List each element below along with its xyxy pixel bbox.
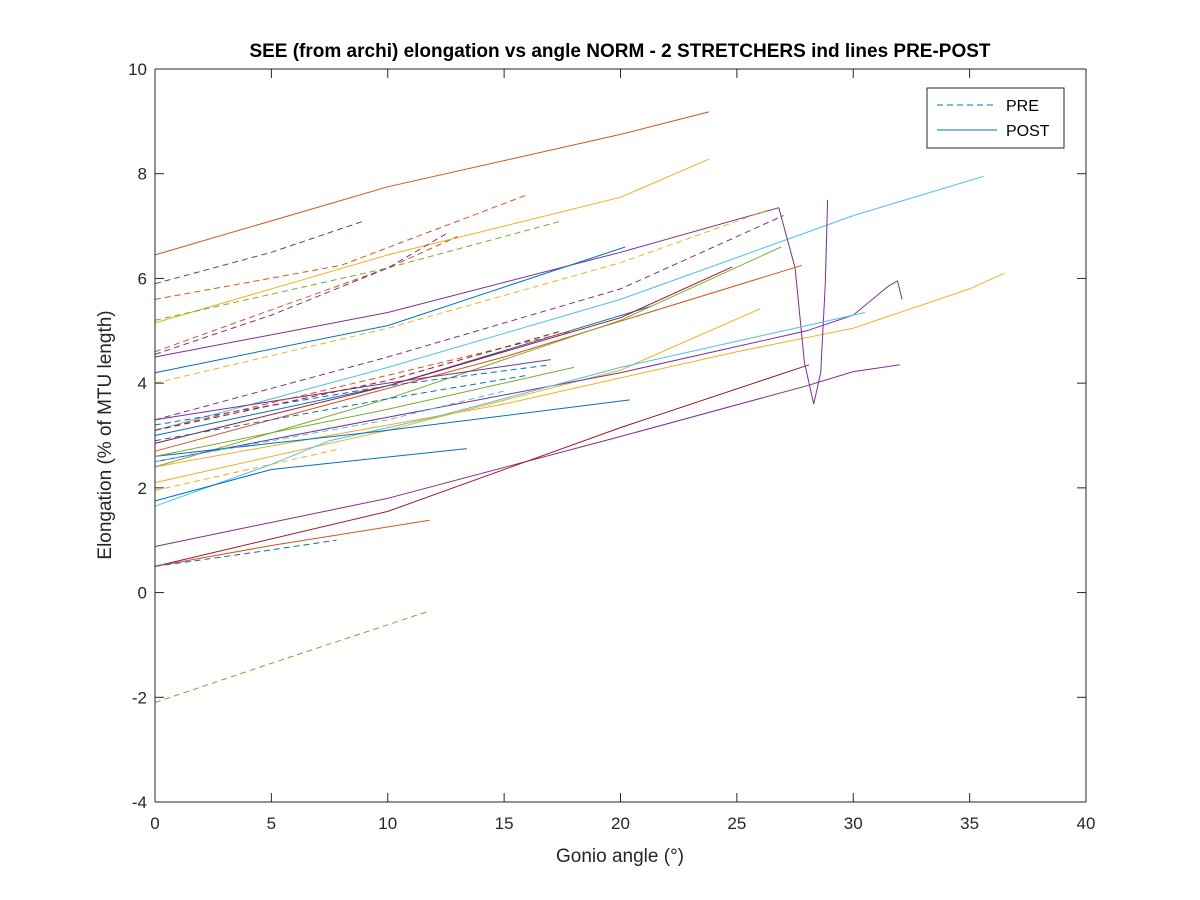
series-line-17-post (154, 364, 810, 567)
plot-area (155, 69, 1086, 802)
series-line-13-post (154, 312, 866, 507)
y-tick-label: 8 (138, 165, 147, 184)
x-tick-label: 40 (1077, 814, 1096, 833)
y-tick-label: -4 (132, 793, 147, 812)
y-axis-label: Elongation (% of MTU length) (95, 310, 116, 559)
series-line-34-pre (154, 539, 337, 567)
series-line-18-post (154, 519, 430, 567)
y-tick-label: 2 (138, 479, 147, 498)
series-line-8-post (154, 266, 733, 444)
legend: PRE POST (926, 87, 1065, 149)
series-line-33-pre (154, 448, 342, 491)
y-tick-label: 0 (138, 584, 147, 603)
series-line-11-post (154, 308, 761, 484)
series-line-16-post (154, 364, 900, 547)
series-layer (154, 111, 1005, 703)
series-line-30-pre (154, 374, 528, 442)
series-line-15-post (154, 399, 630, 457)
x-tick-label: 25 (727, 814, 746, 833)
series-line-14-post (154, 448, 467, 502)
series-line-28-pre (154, 364, 551, 426)
x-tick-label: 5 (267, 814, 276, 833)
series-line-27-pre (154, 215, 784, 421)
x-tick-label: 15 (495, 814, 514, 833)
y-tick-label: -2 (132, 688, 147, 707)
series-line-9-post (154, 264, 803, 452)
x-axis-label: Gonio angle (°) (556, 846, 684, 867)
series-line-12-post (154, 280, 903, 463)
series-line-2-post (154, 158, 710, 324)
legend-label-pre: PRE (1006, 98, 1039, 115)
series-line-1-post (154, 111, 710, 256)
series-line-22-pre (154, 194, 528, 300)
axes-layer: 0 5 10 15 20 25 30 35 40 -4 -2 0 2 4 6 8 10 (128, 60, 1095, 833)
x-tick-label: 10 (378, 814, 397, 833)
x-tick-label: 30 (844, 814, 863, 833)
series-line-35-pre (154, 610, 430, 703)
x-tick-label: 35 (960, 814, 979, 833)
series-line-24-pre (154, 236, 458, 353)
y-tick-label: 6 (138, 269, 147, 288)
series-line-6-post (154, 246, 626, 374)
y-tick-label: 4 (138, 374, 147, 393)
x-tick-label: 0 (150, 814, 159, 833)
series-line-21-pre (154, 220, 365, 285)
series-line-20-post (154, 366, 575, 457)
series-line-5-post (154, 199, 829, 405)
legend-box (926, 87, 1065, 149)
series-line-3-post (154, 175, 984, 431)
series-line-25-pre (154, 233, 447, 355)
y-tick-label: 10 (128, 60, 147, 79)
chart-title: SEE (from archi) elongation vs angle NOR… (249, 41, 990, 62)
legend-label-post: POST (1006, 123, 1050, 140)
series-line-19-post (154, 359, 551, 421)
series-line-26-pre (154, 209, 768, 384)
x-tick-label: 20 (611, 814, 630, 833)
